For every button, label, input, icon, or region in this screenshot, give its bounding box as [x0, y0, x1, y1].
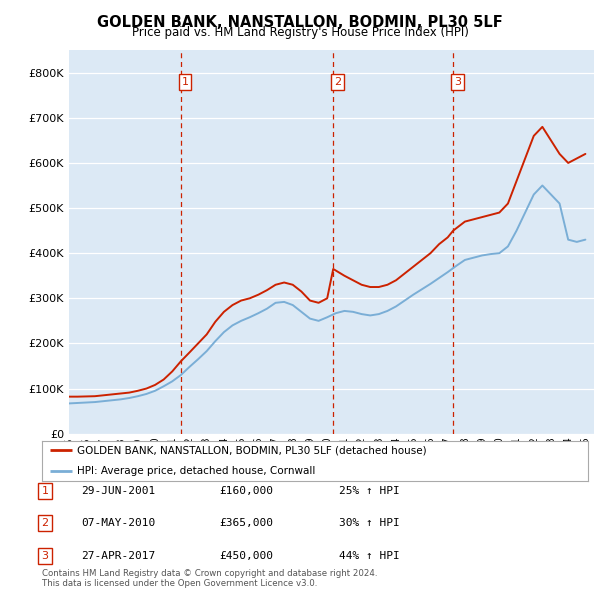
Text: HPI: Average price, detached house, Cornwall: HPI: Average price, detached house, Corn… [77, 466, 316, 476]
Text: £450,000: £450,000 [219, 551, 273, 560]
Text: 25% ↑ HPI: 25% ↑ HPI [339, 486, 400, 496]
Text: 1: 1 [182, 77, 188, 87]
Text: 3: 3 [41, 551, 49, 560]
Text: Price paid vs. HM Land Registry's House Price Index (HPI): Price paid vs. HM Land Registry's House … [131, 26, 469, 39]
Text: 1: 1 [41, 486, 49, 496]
Text: 44% ↑ HPI: 44% ↑ HPI [339, 551, 400, 560]
Text: GOLDEN BANK, NANSTALLON, BODMIN, PL30 5LF (detached house): GOLDEN BANK, NANSTALLON, BODMIN, PL30 5L… [77, 445, 427, 455]
Text: Contains HM Land Registry data © Crown copyright and database right 2024.
This d: Contains HM Land Registry data © Crown c… [42, 569, 377, 588]
Text: GOLDEN BANK, NANSTALLON, BODMIN, PL30 5LF: GOLDEN BANK, NANSTALLON, BODMIN, PL30 5L… [97, 15, 503, 30]
Text: 29-JUN-2001: 29-JUN-2001 [81, 486, 155, 496]
Text: 2: 2 [334, 77, 341, 87]
Text: 2: 2 [41, 519, 49, 528]
Text: £365,000: £365,000 [219, 519, 273, 528]
Text: 3: 3 [454, 77, 461, 87]
Text: 30% ↑ HPI: 30% ↑ HPI [339, 519, 400, 528]
Text: £160,000: £160,000 [219, 486, 273, 496]
Text: 07-MAY-2010: 07-MAY-2010 [81, 519, 155, 528]
Text: 27-APR-2017: 27-APR-2017 [81, 551, 155, 560]
